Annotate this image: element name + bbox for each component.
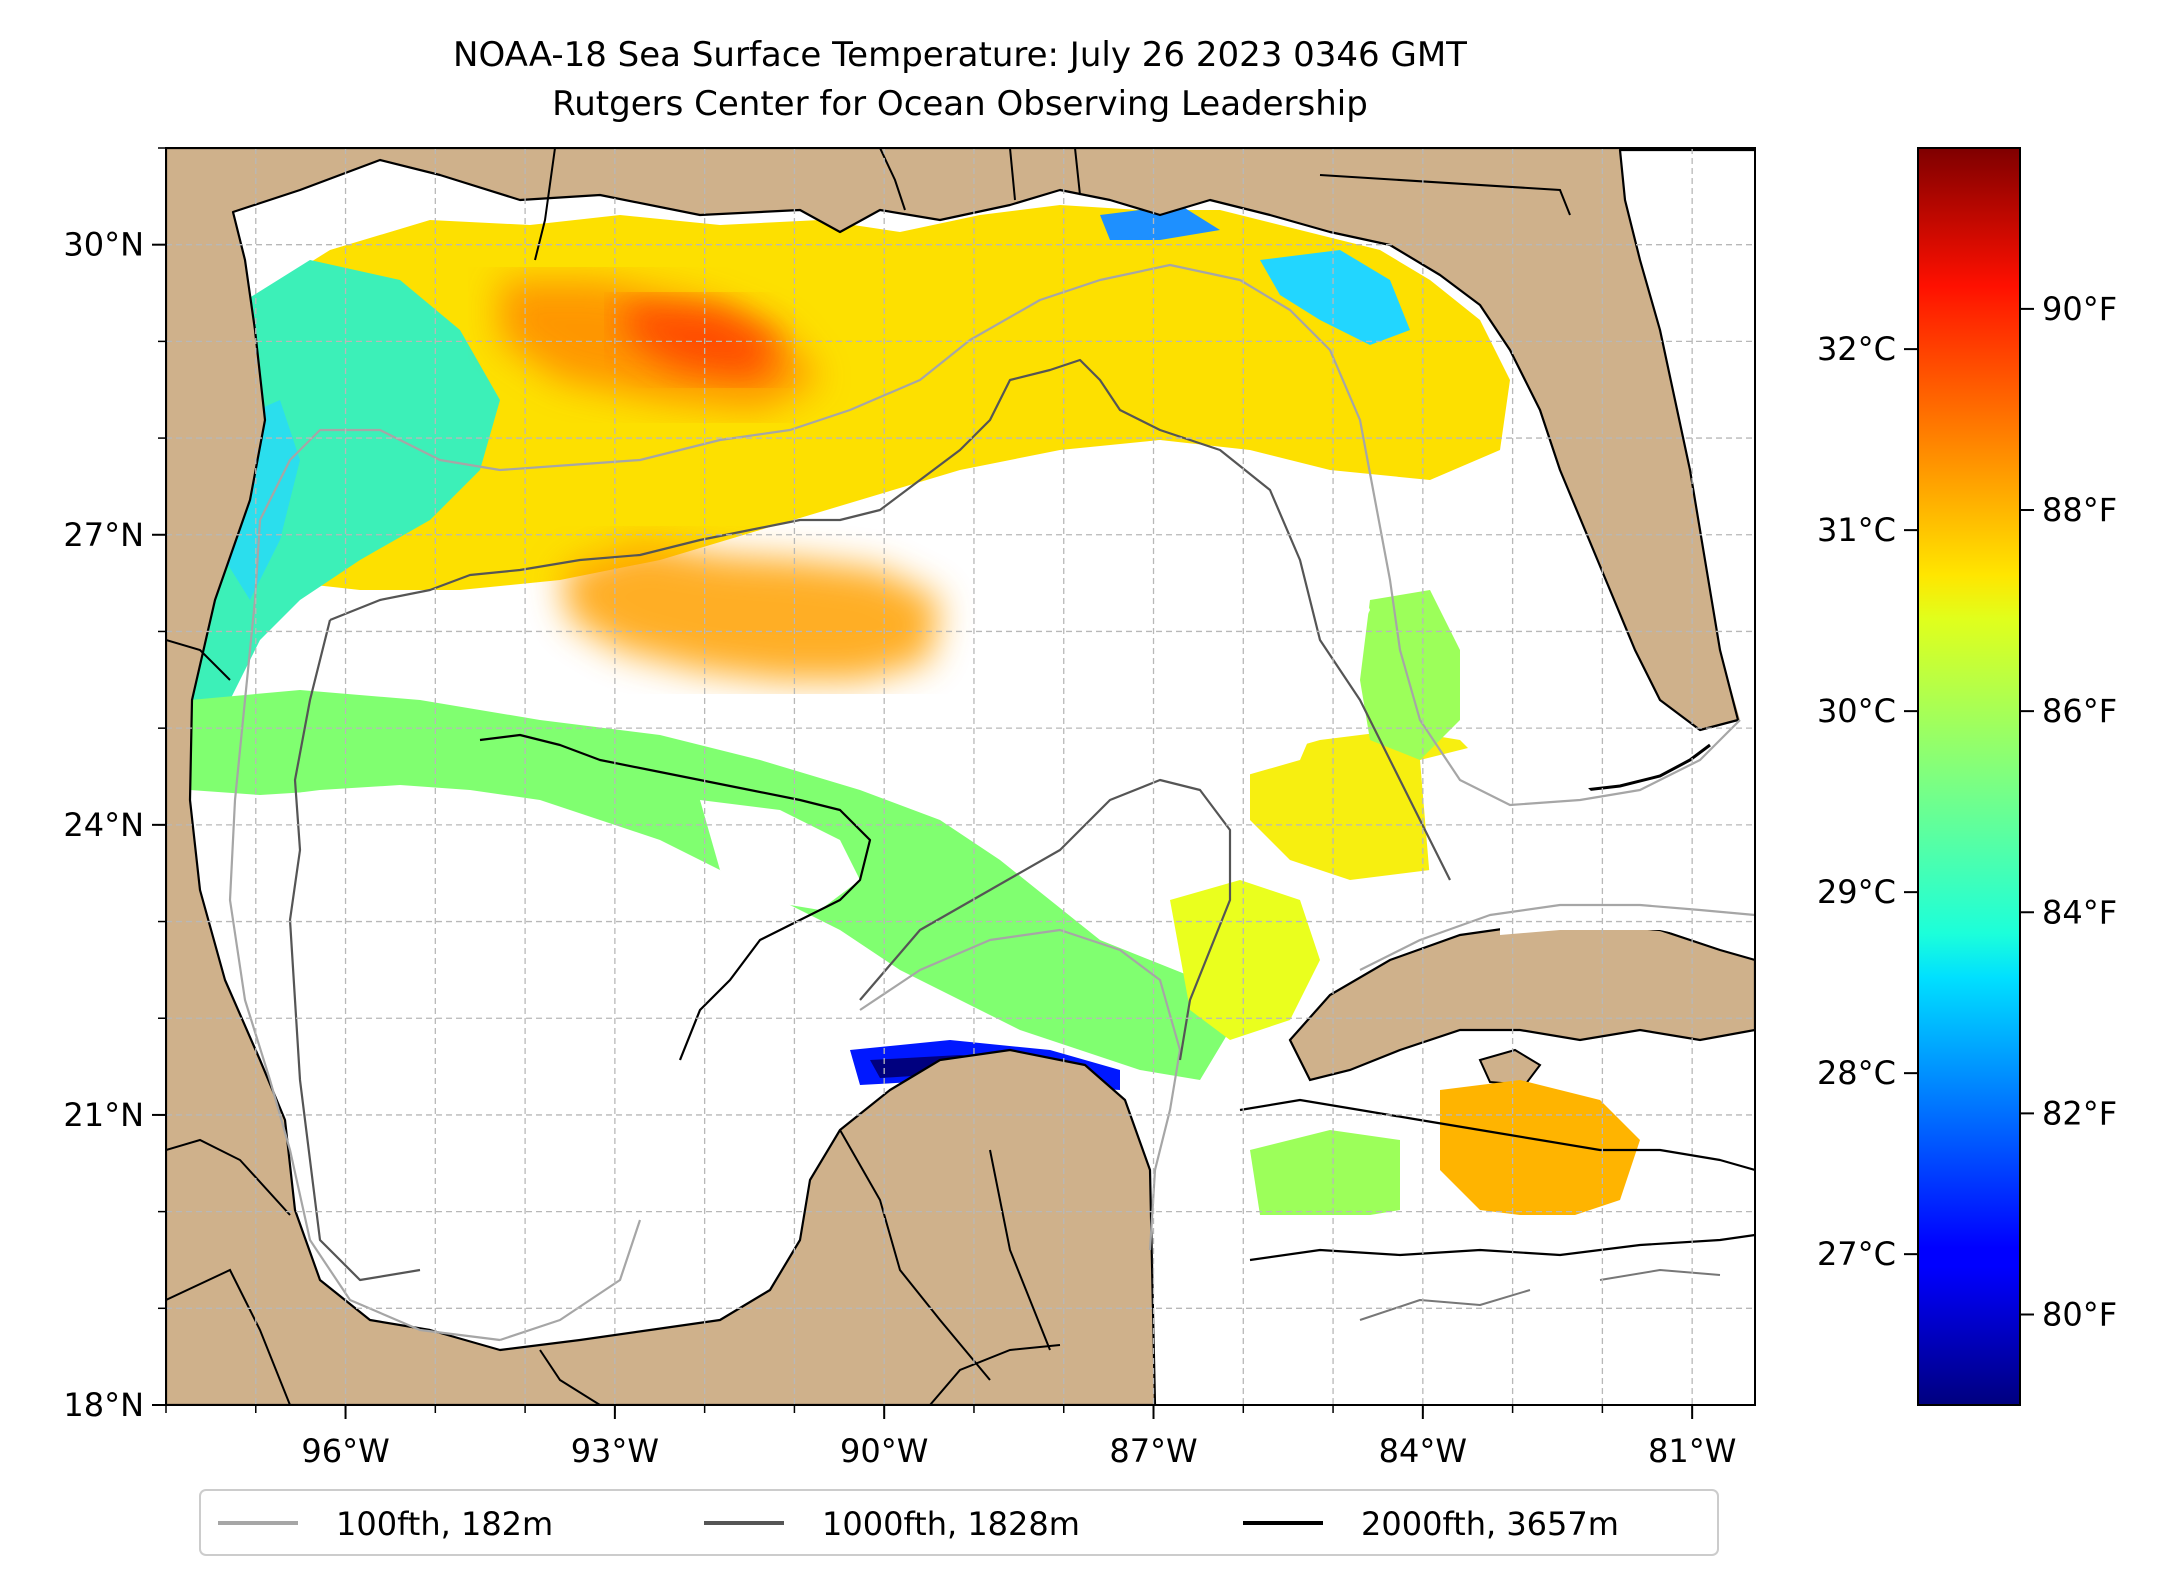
contour-100fth-west	[228, 519, 501, 1342]
border-louisiana-mississippi	[879, 148, 906, 211]
sst-cuba-north-yellow	[1170, 880, 1320, 1040]
bathymetry-contours	[228, 263, 1755, 1342]
y-tick-label: 30°N	[63, 226, 144, 264]
atlantic-water	[1620, 148, 1755, 720]
border-yucatan-1	[839, 1129, 991, 1381]
border-mexico-states-2	[166, 1268, 291, 1405]
border-florida-georgia	[1319, 174, 1571, 216]
sst-red-core	[620, 300, 780, 380]
contour-1000fth-slope	[329, 358, 1451, 881]
colorbar-celsius-label: 29°C	[1817, 873, 1896, 911]
colorbar-fahrenheit-label: 86°F	[2042, 692, 2117, 730]
x-tick-label: 96°W	[301, 1432, 389, 1470]
graticule	[166, 148, 1755, 1405]
border-guatemala-belize	[929, 1344, 1061, 1405]
legend-label-1000fth: 1000fth, 1828m	[822, 1505, 1080, 1543]
x-tick-label: 81°W	[1648, 1432, 1736, 1470]
border-mexico-states-3	[539, 1349, 601, 1405]
colorbar-fahrenheit-label: 82°F	[2042, 1094, 2117, 1132]
cloud-gap-caribbean	[1150, 1215, 1755, 1405]
cloud-gap-central	[980, 440, 1330, 780]
map-frame	[165, 147, 1756, 1406]
map-panel	[166, 148, 1755, 1405]
title-line-1: NOAA-18 Sea Surface Temperature: July 26…	[453, 35, 1467, 75]
cloud-gap-east	[1290, 560, 1370, 650]
x-tick-label: 84°W	[1379, 1432, 1467, 1470]
contour-100fth-yucatan	[499, 928, 1182, 1342]
colorbar-fahrenheit-label: 80°F	[2042, 1295, 2117, 1333]
border-yucatan-2	[989, 1149, 1051, 1351]
legend-label-2000fth: 2000fth, 3657m	[1361, 1505, 1619, 1543]
sst-central-orange	[560, 540, 940, 680]
border-texas-louisiana	[534, 148, 556, 261]
colorbar-gradient	[1917, 147, 2021, 1406]
sst-bigbend-cyan	[1260, 250, 1410, 345]
colorbar-celsius-label: 28°C	[1817, 1054, 1896, 1092]
y-tick-label: 18°N	[63, 1386, 144, 1424]
colorbar-celsius-label: 27°C	[1817, 1235, 1896, 1273]
y-tick-label: 27°N	[63, 516, 144, 554]
sst-caribbean-green	[1250, 1130, 1400, 1220]
contour-100fth-cuba	[1359, 903, 1755, 971]
x-axis-longitude: 96°W 93°W 90°W 87°W 84°W 81°W	[165, 1405, 1736, 1470]
contour-2000fth-abyssal	[479, 733, 872, 1061]
y-tick-label: 21°N	[63, 1096, 144, 1134]
border-us-mexico	[166, 639, 231, 681]
contour-cayman-grey	[1359, 1269, 1721, 1321]
colorbar-celsius-label: 32°C	[1817, 330, 1896, 368]
x-tick-label: 93°W	[571, 1432, 659, 1470]
cloud-gaps	[190, 440, 1755, 1405]
colorbar-fahrenheit-label: 88°F	[2042, 491, 2117, 529]
cloud-gap-southwest	[190, 790, 820, 1220]
x-tick-label: 87°W	[1109, 1432, 1197, 1470]
border-alabama-florida	[1074, 148, 1081, 196]
legend-box	[199, 1489, 1719, 1556]
colorbar-celsius-axis: 27°C 28°C 29°C 30°C 31°C 32°C	[1817, 330, 1918, 1273]
colorbar-celsius-label: 31°C	[1817, 511, 1896, 549]
colorbar-celsius-label: 30°C	[1817, 692, 1896, 730]
us-gulf-coast-land	[166, 148, 1755, 1405]
title-line-2: Rutgers Center for Ocean Observing Leade…	[552, 84, 1368, 124]
y-tick-label: 24°N	[63, 806, 144, 844]
cuba-landmass	[1288, 923, 1755, 1082]
cloud-gap-florida-straits	[1500, 880, 1755, 950]
x-tick-label: 90°W	[840, 1432, 928, 1470]
contour-1000fth-west	[288, 619, 421, 1282]
contour-100fth-shelf	[259, 263, 1741, 807]
isla-juventud	[1478, 1048, 1542, 1087]
colorbar-fahrenheit-label: 84°F	[2042, 893, 2117, 931]
land	[166, 148, 1755, 1405]
border-mexico-states-1	[166, 1138, 291, 1216]
contour-1000fth-southeast	[859, 778, 1232, 1061]
legend: 100fth, 182m 1000fth, 1828m 2000fth, 365…	[199, 1489, 1719, 1556]
political-borders	[166, 148, 1571, 1405]
colorbar: 27°C 28°C 29°C 30°C 31°C 32°C 80°F 82°F 84°F 86°…	[1817, 147, 2117, 1406]
sst-loop-current-green	[1360, 590, 1460, 760]
cloud-gap-center-south	[1030, 760, 1180, 880]
cloud-gap-mid	[700, 800, 860, 910]
colorbar-fahrenheit-label: 90°F	[2042, 290, 2117, 328]
colorbar-fahrenheit-axis: 80°F 82°F 84°F 86°F 88°F 90°F	[2020, 290, 2117, 1333]
florida-keys	[1584, 743, 1711, 792]
contour-2000fth-straits	[1239, 1098, 1755, 1172]
sst-northeast-blue	[1100, 205, 1220, 240]
border-mississippi-alabama	[1009, 148, 1016, 201]
y-axis-latitude: 18°N 21°N 24°N 27°N 30°N	[63, 147, 166, 1424]
sst-mid-basin-green	[190, 690, 1230, 1080]
legend-label-100fth: 100fth, 182m	[336, 1505, 553, 1543]
